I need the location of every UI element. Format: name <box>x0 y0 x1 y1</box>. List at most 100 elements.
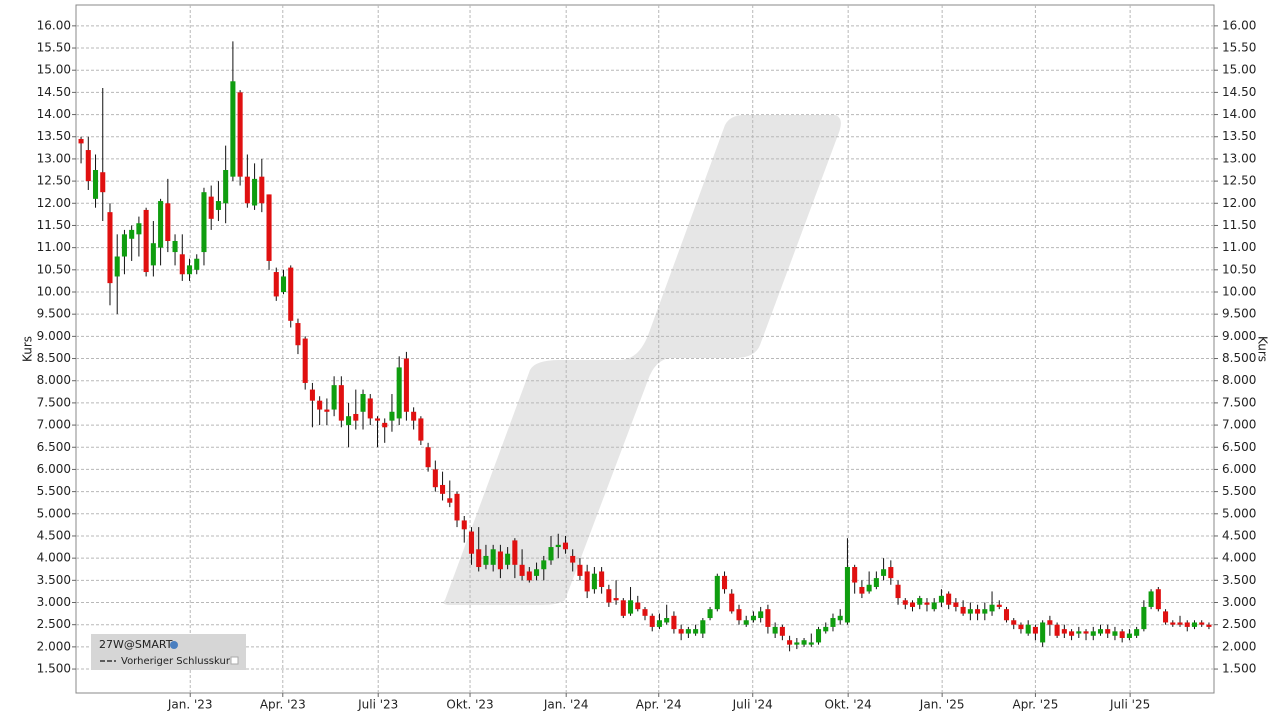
grid <box>72 5 1218 697</box>
candle-body <box>664 618 670 623</box>
candle-body <box>360 394 366 412</box>
candle-body <box>1134 629 1140 636</box>
candle-body <box>1054 624 1060 636</box>
candle-body <box>353 413 359 421</box>
candle-body <box>1025 624 1031 634</box>
candle-body <box>765 609 771 627</box>
candle-body <box>873 578 879 587</box>
candle-body <box>215 201 221 210</box>
y-tick-label: 3.000 <box>37 595 71 609</box>
candle-body <box>628 600 634 614</box>
candle-body <box>924 602 930 605</box>
candle-body <box>844 567 850 623</box>
candle-body <box>411 411 417 421</box>
candle-body <box>382 422 388 428</box>
candle-body <box>396 367 402 419</box>
candle-body <box>656 620 662 627</box>
candle-body <box>1206 624 1212 627</box>
x-tick-label: Jan. '24 <box>543 698 589 712</box>
candle-body <box>852 567 858 583</box>
legend-checkbox[interactable] <box>230 656 239 665</box>
y-tick-label: 15.00 <box>37 63 71 77</box>
candle-body <box>808 642 814 645</box>
candle-body <box>1105 629 1111 634</box>
candle-body <box>881 569 887 576</box>
y2-tick-label: 12.00 <box>1222 196 1256 210</box>
candle-body <box>1069 631 1075 636</box>
candle-body <box>613 598 619 601</box>
y-tick-label: 3.500 <box>37 573 71 587</box>
candle-body <box>534 569 540 576</box>
candle-body <box>432 469 438 488</box>
candle-body <box>129 229 135 239</box>
candle-body <box>78 138 84 144</box>
candle-body <box>917 598 923 605</box>
y2-tick-label: 8.500 <box>1222 351 1256 365</box>
candle-body <box>114 256 120 277</box>
candle-body <box>158 201 164 248</box>
candle-body <box>346 416 352 426</box>
candle-body <box>714 575 720 610</box>
candle-body <box>931 602 937 610</box>
candle-body <box>237 92 243 177</box>
candle-body <box>599 571 605 587</box>
candle-body <box>671 615 677 630</box>
candle-body <box>1170 622 1176 625</box>
candle-body <box>736 609 742 621</box>
y-tick-label: 8.500 <box>37 351 71 365</box>
candle-body <box>526 571 532 581</box>
y2-tick-label: 9.500 <box>1222 307 1256 321</box>
candle-body <box>1090 631 1096 636</box>
candle-body <box>779 626 785 636</box>
candles <box>78 41 1212 652</box>
candle-body <box>975 609 981 614</box>
y2-tick-label: 12.50 <box>1222 174 1256 188</box>
y-tick-label: 4.500 <box>37 528 71 542</box>
legend: 27W@SMART Vorheriger Schlusskurs <box>91 634 246 670</box>
candle-body <box>606 589 612 603</box>
y-tick-label: 9.500 <box>37 307 71 321</box>
y-tick-label: 1.500 <box>37 662 71 676</box>
candle-body <box>483 555 489 565</box>
y-tick-label: 11.50 <box>37 218 71 232</box>
y2-tick-label: 6.500 <box>1222 440 1256 454</box>
candle-body <box>324 409 330 412</box>
candle-body <box>1112 631 1118 636</box>
candle-body <box>497 551 503 570</box>
candle-body <box>953 602 959 607</box>
candle-body <box>635 602 641 610</box>
candle-body <box>960 606 966 614</box>
candle-body <box>230 81 236 177</box>
candle-body <box>309 389 315 401</box>
y2-tick-label: 10.00 <box>1222 284 1256 298</box>
x-tick-label: Okt. '24 <box>825 698 872 712</box>
candle-body <box>403 358 409 412</box>
candle-body <box>787 640 793 645</box>
y2-tick-label: 11.00 <box>1222 240 1256 254</box>
candle-body <box>288 267 294 321</box>
y2-tick-label: 5.500 <box>1222 484 1256 498</box>
candle-body <box>794 642 800 645</box>
y-tick-label: 8.000 <box>37 373 71 387</box>
candle-body <box>685 629 691 634</box>
candle-body <box>743 620 749 625</box>
x-tick-label: Jan. '25 <box>919 698 965 712</box>
y2-tick-label: 8.000 <box>1222 373 1256 387</box>
candle-body <box>223 170 229 204</box>
y2-tick-label: 13.00 <box>1222 151 1256 165</box>
candle-body <box>541 560 547 570</box>
candle-body <box>1177 622 1183 625</box>
candle-body <box>201 192 207 253</box>
x-tick-label: Jan. '23 <box>167 698 213 712</box>
candle-body <box>121 234 127 257</box>
candle-body <box>302 338 308 383</box>
candle-body <box>830 618 836 627</box>
x-tick-label: Apr. '24 <box>636 698 682 712</box>
y2-tick-label: 4.000 <box>1222 551 1256 565</box>
candle-body <box>707 609 713 619</box>
candle-body <box>967 609 973 614</box>
candle-body <box>85 150 91 182</box>
candle-body <box>562 542 569 550</box>
candle-body <box>194 258 200 270</box>
y2-tick-label: 1.500 <box>1222 662 1256 676</box>
